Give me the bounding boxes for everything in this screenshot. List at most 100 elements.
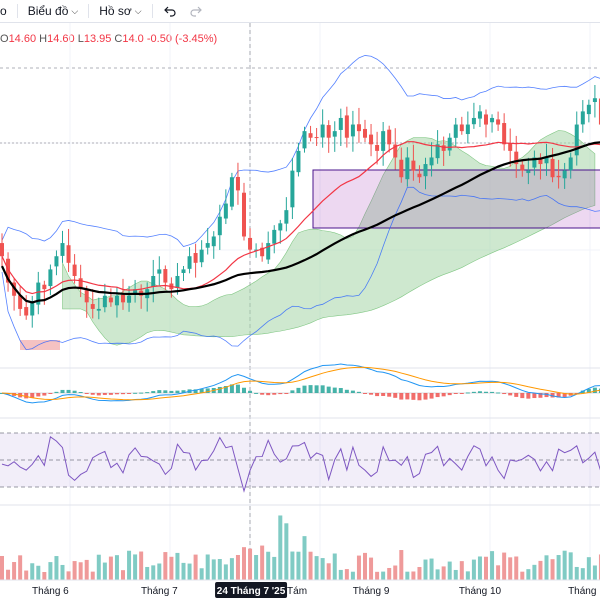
candle bbox=[0, 233, 4, 267]
volume-bar bbox=[405, 571, 410, 580]
ohlc-legend: O14.60 H14.60 L13.95 C14.0 -0.50 (-3.45%… bbox=[0, 33, 217, 45]
time-axis-label: Tháng 10 bbox=[459, 586, 502, 597]
macd-histogram-bar bbox=[326, 386, 331, 393]
volume-bar bbox=[308, 551, 313, 580]
candle bbox=[54, 250, 59, 276]
bollinger-lower-band bbox=[1, 186, 600, 351]
macd-histogram-bar bbox=[526, 393, 531, 399]
candle-body bbox=[544, 157, 549, 164]
macd-histogram-bar bbox=[199, 388, 204, 393]
macd-histogram-bar bbox=[42, 393, 47, 396]
volume-bar bbox=[36, 565, 41, 580]
candle bbox=[314, 127, 319, 146]
candle-body bbox=[592, 98, 597, 103]
candle-body bbox=[96, 308, 101, 311]
volume-bar bbox=[18, 555, 23, 580]
macd-histogram-bar bbox=[278, 393, 283, 395]
volume-bar bbox=[490, 551, 495, 580]
candle bbox=[48, 264, 53, 296]
toolbar-separator bbox=[88, 4, 90, 18]
macd-histogram-bar bbox=[102, 393, 107, 395]
volume-bar bbox=[30, 563, 35, 580]
undo-button[interactable] bbox=[157, 0, 183, 22]
candle-body bbox=[6, 258, 11, 283]
volume-bar bbox=[320, 558, 325, 580]
macd-histogram-bar bbox=[447, 393, 452, 396]
candle bbox=[133, 279, 138, 303]
macd-histogram-bar bbox=[508, 393, 513, 396]
candle bbox=[6, 252, 11, 292]
candle-body bbox=[393, 144, 398, 158]
candle-body bbox=[526, 170, 531, 174]
volume-bar bbox=[459, 561, 464, 580]
candle bbox=[18, 286, 23, 316]
candle bbox=[350, 110, 355, 152]
redo-button[interactable] bbox=[183, 0, 209, 22]
candle bbox=[296, 142, 301, 177]
macd-histogram-bar bbox=[592, 387, 597, 393]
macd-histogram-bar bbox=[139, 392, 144, 394]
volume-bar bbox=[12, 562, 17, 580]
volume-bar bbox=[411, 571, 416, 580]
candle-body bbox=[84, 290, 89, 303]
chart-menu-button[interactable]: Biểu đồ ⌵ bbox=[22, 0, 85, 22]
close-label: C bbox=[114, 33, 123, 45]
candle-body bbox=[296, 150, 301, 173]
profile-menu-button[interactable]: Hồ sơ ⌵ bbox=[93, 0, 147, 22]
candle-body bbox=[48, 269, 53, 287]
volume-bar bbox=[356, 555, 361, 580]
macd-histogram-bar bbox=[48, 393, 53, 394]
candle-body bbox=[121, 294, 125, 303]
macd-histogram-bar bbox=[369, 393, 374, 395]
candle-body bbox=[490, 117, 495, 123]
candle-body bbox=[211, 236, 216, 247]
candle bbox=[163, 265, 168, 291]
candle bbox=[114, 287, 119, 318]
candle-body bbox=[18, 295, 23, 309]
candle-body bbox=[477, 111, 482, 119]
macd-histogram-bar bbox=[344, 389, 349, 393]
volume-bar bbox=[556, 555, 561, 580]
macd-histogram-bar bbox=[387, 393, 392, 397]
volume-bar bbox=[290, 551, 295, 580]
macd-histogram-bar bbox=[217, 386, 222, 393]
time-axis-background bbox=[0, 580, 600, 600]
volume-bar bbox=[260, 545, 265, 580]
volume-bar bbox=[254, 555, 259, 580]
volume-bar bbox=[163, 552, 168, 580]
macd-histogram-bar bbox=[314, 385, 319, 393]
candle bbox=[526, 157, 531, 185]
volume-bar bbox=[181, 562, 186, 580]
candle bbox=[532, 150, 537, 176]
volume-bar bbox=[133, 554, 138, 580]
bollinger-upper-band bbox=[1, 55, 600, 247]
macd-histogram-bar bbox=[205, 388, 210, 393]
candle bbox=[302, 126, 307, 153]
volume-bar bbox=[284, 523, 289, 580]
macd-histogram-bar bbox=[157, 390, 162, 393]
candle-body bbox=[302, 131, 307, 149]
candle-body bbox=[0, 243, 4, 257]
candle bbox=[580, 100, 585, 133]
candle bbox=[405, 147, 410, 187]
candle-body bbox=[363, 128, 367, 138]
candle bbox=[399, 147, 404, 183]
price-chart[interactable]: Tháng 6 Tháng 7 Tháng 9 Tháng 10 Tháng 11 24 … bbox=[0, 23, 600, 600]
candle bbox=[417, 165, 422, 183]
crosshair-date-box bbox=[215, 582, 288, 598]
macd-histogram-bar bbox=[151, 391, 156, 393]
candle bbox=[393, 128, 398, 170]
volume-bar bbox=[96, 554, 101, 580]
macd-histogram-bar bbox=[556, 393, 561, 398]
candle-body bbox=[429, 157, 434, 166]
candle-body bbox=[508, 143, 513, 151]
candle-body bbox=[199, 249, 204, 263]
rsi-panel bbox=[1, 436, 600, 493]
candle bbox=[453, 117, 458, 147]
volume-bar bbox=[114, 555, 119, 580]
candle bbox=[423, 157, 428, 190]
macd-histogram-bar bbox=[266, 393, 271, 396]
macd-histogram-bar bbox=[393, 393, 398, 398]
macd-histogram-bar bbox=[574, 393, 579, 394]
macd-histogram-bar bbox=[163, 390, 168, 393]
